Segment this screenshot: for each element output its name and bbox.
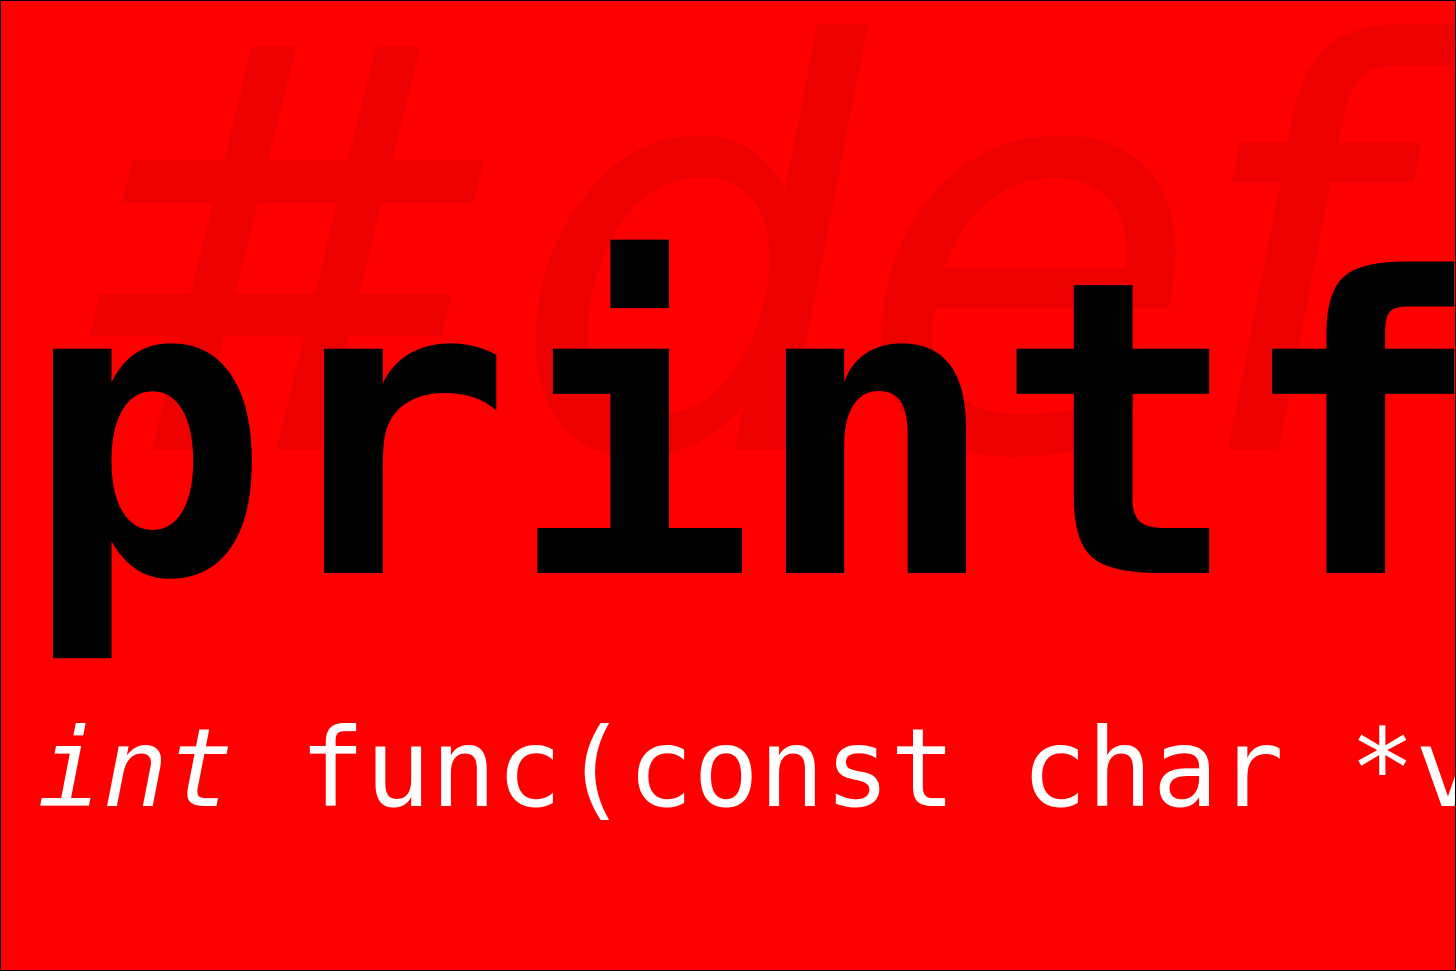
signature-keyword: int	[37, 705, 234, 832]
title-text: printf	[23, 192, 1456, 670]
signature-rest: func(const char *var	[299, 705, 1455, 832]
function-signature: int func(const char *var	[37, 714, 1455, 823]
watermark-text: #def	[51, 0, 1387, 582]
